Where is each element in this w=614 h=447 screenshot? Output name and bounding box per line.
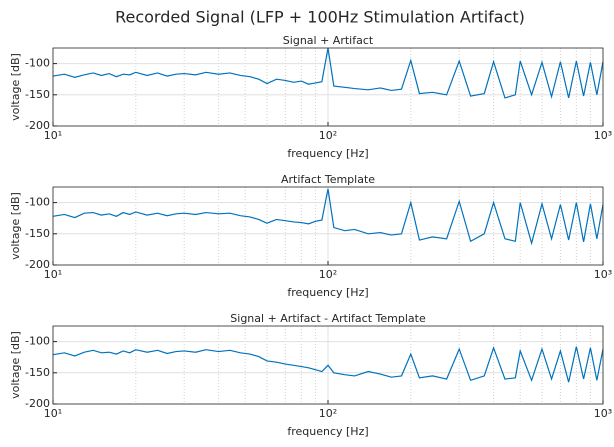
spectrum-line (52, 346, 604, 383)
y-axis-label: voltage [dB] (9, 53, 22, 121)
axes-box (52, 325, 604, 405)
y-axis-label: voltage [dB] (9, 331, 22, 399)
y-tick-label: -150 (25, 366, 50, 379)
y-tick-label: -200 (25, 258, 50, 271)
x-tick-label: 10¹ (44, 268, 62, 281)
y-tick-label: -100 (25, 57, 50, 70)
spectrum-line (52, 188, 604, 246)
subplot-title: Artifact Template (281, 173, 375, 186)
y-tick-label: -150 (25, 227, 50, 240)
x-tick-label: 10² (319, 407, 337, 420)
figure-title: Recorded Signal (LFP + 100Hz Stimulation… (115, 8, 525, 27)
x-tick-label: 10¹ (44, 407, 62, 420)
x-tick-label: 10² (319, 268, 337, 281)
subplot-title: Signal + Artifact (283, 34, 374, 47)
x-axis-label: frequency [Hz] (287, 286, 368, 299)
x-tick-label: 10² (319, 129, 337, 142)
axes-box (52, 186, 604, 266)
y-tick-label: -100 (25, 335, 50, 348)
axes-box (52, 47, 604, 127)
x-axis-label: frequency [Hz] (287, 147, 368, 160)
y-tick-label: -100 (25, 196, 50, 209)
spectrum-line (52, 47, 604, 100)
y-tick-label: -200 (25, 119, 50, 132)
x-axis-label: frequency [Hz] (287, 425, 368, 438)
y-axis-label: voltage [dB] (9, 192, 22, 260)
x-tick-label: 10³ (594, 407, 612, 420)
y-tick-label: -200 (25, 397, 50, 410)
y-tick-label: -150 (25, 88, 50, 101)
x-tick-label: 10³ (594, 129, 612, 142)
subplot-title: Signal + Artifact - Artifact Template (230, 312, 426, 325)
x-tick-label: 10³ (594, 268, 612, 281)
x-tick-label: 10¹ (44, 129, 62, 142)
